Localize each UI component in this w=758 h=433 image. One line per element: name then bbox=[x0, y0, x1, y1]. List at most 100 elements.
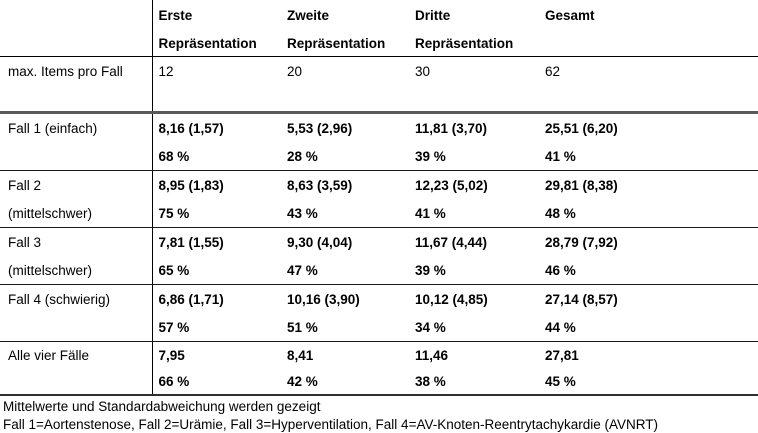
table-row-fall-4: Fall 4 (schwierig) 6,86 (1,71) 57 % 10,1… bbox=[0, 285, 758, 342]
max-items-value: 20 bbox=[287, 57, 409, 82]
header-line: Repräsentation bbox=[159, 28, 282, 56]
header-cell-zweite: Zweite Repräsentation bbox=[281, 0, 409, 57]
row-label: Fall 3 (mittelschwer) bbox=[0, 228, 152, 285]
percent-value: 38 % bbox=[415, 368, 539, 394]
mean-sd-value: 5,53 (2,96) bbox=[287, 114, 409, 142]
mean-sd-value: 9,30 (4,04) bbox=[287, 228, 409, 256]
mean-sd-value: 6,86 (1,71) bbox=[159, 285, 282, 313]
percent-value: 65 % bbox=[159, 256, 282, 284]
row-label: max. Items pro Fall bbox=[0, 57, 152, 113]
header-row: Erste Repräsentation Zweite Repräsentati… bbox=[0, 0, 758, 57]
value-cell: 11,67 (4,44) 39 % bbox=[409, 228, 539, 285]
percent-value: 51 % bbox=[287, 313, 409, 341]
value-cell: 6,86 (1,71) 57 % bbox=[152, 285, 281, 342]
row-label: Fall 2 (mittelschwer) bbox=[0, 171, 152, 228]
value-cell: 8,63 (3,59) 43 % bbox=[281, 171, 409, 228]
value-cell: 27,81 45 % bbox=[539, 342, 758, 396]
value-cell: 11,46 38 % bbox=[409, 342, 539, 396]
mean-sd-value: 12,23 (5,02) bbox=[415, 171, 539, 199]
percent-value: 66 % bbox=[159, 368, 282, 394]
row-label-text: Fall 2 bbox=[8, 171, 152, 199]
value-cell: 9,30 (4,04) 47 % bbox=[281, 228, 409, 285]
mean-sd-value: 10,12 (4,85) bbox=[415, 285, 539, 313]
value-cell: 25,51 (6,20) 41 % bbox=[539, 113, 758, 171]
percent-value: 43 % bbox=[287, 199, 409, 227]
footnote-case-definitions: Fall 1=Aortenstenose, Fall 2=Urämie, Fal… bbox=[3, 416, 758, 433]
row-label-text: (mittelschwer) bbox=[8, 256, 152, 284]
mean-sd-value: 7,81 (1,55) bbox=[159, 228, 282, 256]
header-line: Dritte bbox=[415, 0, 539, 28]
percent-value: 44 % bbox=[545, 313, 758, 341]
mean-value: 7,95 bbox=[159, 342, 282, 368]
max-items-cell: 62 bbox=[539, 57, 758, 113]
mean-value: 8,41 bbox=[287, 342, 409, 368]
row-label-text: Fall 3 bbox=[8, 228, 152, 256]
mean-sd-value: 25,51 (6,20) bbox=[545, 114, 758, 142]
row-label-text: Fall 4 (schwierig) bbox=[8, 285, 152, 313]
max-items-value: 12 bbox=[159, 57, 282, 82]
value-cell: 7,81 (1,55) 65 % bbox=[152, 228, 281, 285]
mean-sd-value: 10,16 (3,90) bbox=[287, 285, 409, 313]
value-cell: 11,81 (3,70) 39 % bbox=[409, 113, 539, 171]
value-cell: 8,16 (1,57) 68 % bbox=[152, 113, 281, 171]
percent-value: 28 % bbox=[287, 142, 409, 170]
percent-value: 39 % bbox=[415, 256, 539, 284]
value-cell: 10,12 (4,85) 34 % bbox=[409, 285, 539, 342]
mean-sd-value: 11,67 (4,44) bbox=[415, 228, 539, 256]
mean-sd-value: 27,14 (8,57) bbox=[545, 285, 758, 313]
percent-value: 57 % bbox=[159, 313, 282, 341]
table-footnotes: Mittelwerte und Standardabweichung werde… bbox=[0, 396, 758, 433]
percent-value: 41 % bbox=[545, 142, 758, 170]
header-line: Repräsentation bbox=[287, 28, 409, 56]
header-cell-dritte: Dritte Repräsentation bbox=[409, 0, 539, 57]
table-row-fall-1: Fall 1 (einfach) 8,16 (1,57) 68 % 5,53 (… bbox=[0, 113, 758, 171]
percent-value: 39 % bbox=[415, 142, 539, 170]
percent-value: 48 % bbox=[545, 199, 758, 227]
max-items-row: max. Items pro Fall 12 20 30 62 bbox=[0, 57, 758, 113]
percent-value: 45 % bbox=[545, 368, 758, 394]
row-label-text: Fall 1 (einfach) bbox=[8, 114, 152, 142]
row-label: Fall 1 (einfach) bbox=[0, 113, 152, 171]
value-cell: 10,16 (3,90) 51 % bbox=[281, 285, 409, 342]
value-cell: 27,14 (8,57) 44 % bbox=[539, 285, 758, 342]
value-cell: 8,95 (1,83) 75 % bbox=[152, 171, 281, 228]
mean-sd-value: 8,16 (1,57) bbox=[159, 114, 282, 142]
header-cell-erste: Erste Repräsentation bbox=[152, 0, 281, 57]
max-items-cell: 12 bbox=[152, 57, 281, 113]
percent-value: 47 % bbox=[287, 256, 409, 284]
header-line: Repräsentation bbox=[415, 28, 539, 56]
row-label-text bbox=[8, 313, 152, 315]
mean-sd-value: 8,63 (3,59) bbox=[287, 171, 409, 199]
mean-value: 27,81 bbox=[545, 342, 758, 368]
row-label: Fall 4 (schwierig) bbox=[0, 285, 152, 342]
results-table: Erste Repräsentation Zweite Repräsentati… bbox=[0, 0, 758, 396]
table-row-fall-2: Fall 2 (mittelschwer) 8,95 (1,83) 75 % 8… bbox=[0, 171, 758, 228]
percent-value: 68 % bbox=[159, 142, 282, 170]
header-line: Erste bbox=[159, 0, 282, 28]
percent-value: 41 % bbox=[415, 199, 539, 227]
value-cell: 5,53 (2,96) 28 % bbox=[281, 113, 409, 171]
header-line bbox=[545, 28, 758, 31]
max-items-value: 30 bbox=[415, 57, 539, 82]
percent-value: 46 % bbox=[545, 256, 758, 284]
value-cell: 8,41 42 % bbox=[281, 342, 409, 396]
mean-sd-value: 11,81 (3,70) bbox=[415, 114, 539, 142]
footnote-means-sd: Mittelwerte und Standardabweichung werde… bbox=[3, 398, 758, 416]
row-label-text: (mittelschwer) bbox=[8, 199, 152, 227]
value-cell: 29,81 (8,38) 48 % bbox=[539, 171, 758, 228]
percent-value: 34 % bbox=[415, 313, 539, 341]
percent-value: 42 % bbox=[287, 368, 409, 394]
max-items-cell: 20 bbox=[281, 57, 409, 113]
max-items-value: 62 bbox=[545, 57, 758, 82]
mean-sd-value: 8,95 (1,83) bbox=[159, 171, 282, 199]
value-cell: 12,23 (5,02) 41 % bbox=[409, 171, 539, 228]
table-row-total: Alle vier Fälle 7,95 66 % 8,41 42 % 11,4… bbox=[0, 342, 758, 396]
header-cell-empty bbox=[0, 0, 152, 57]
header-cell-gesamt: Gesamt bbox=[539, 0, 758, 57]
mean-sd-value: 28,79 (7,92) bbox=[545, 228, 758, 256]
row-label-text bbox=[8, 142, 152, 144]
row-label-text: max. Items pro Fall bbox=[8, 57, 152, 82]
table-row-fall-3: Fall 3 (mittelschwer) 7,81 (1,55) 65 % 9… bbox=[0, 228, 758, 285]
mean-sd-value: 29,81 (8,38) bbox=[545, 171, 758, 199]
max-items-cell: 30 bbox=[409, 57, 539, 113]
